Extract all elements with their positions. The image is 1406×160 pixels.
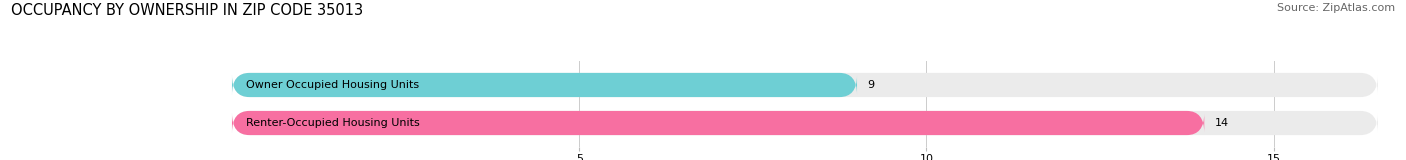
Text: 9: 9 (868, 80, 875, 90)
FancyBboxPatch shape (232, 111, 1378, 135)
Text: Source: ZipAtlas.com: Source: ZipAtlas.com (1277, 3, 1395, 13)
Text: Owner Occupied Housing Units: Owner Occupied Housing Units (246, 80, 419, 90)
Text: Renter-Occupied Housing Units: Renter-Occupied Housing Units (246, 118, 419, 128)
Text: OCCUPANCY BY OWNERSHIP IN ZIP CODE 35013: OCCUPANCY BY OWNERSHIP IN ZIP CODE 35013 (11, 3, 363, 18)
FancyBboxPatch shape (232, 73, 1378, 97)
Text: 14: 14 (1215, 118, 1229, 128)
FancyBboxPatch shape (232, 73, 858, 97)
FancyBboxPatch shape (232, 111, 1205, 135)
